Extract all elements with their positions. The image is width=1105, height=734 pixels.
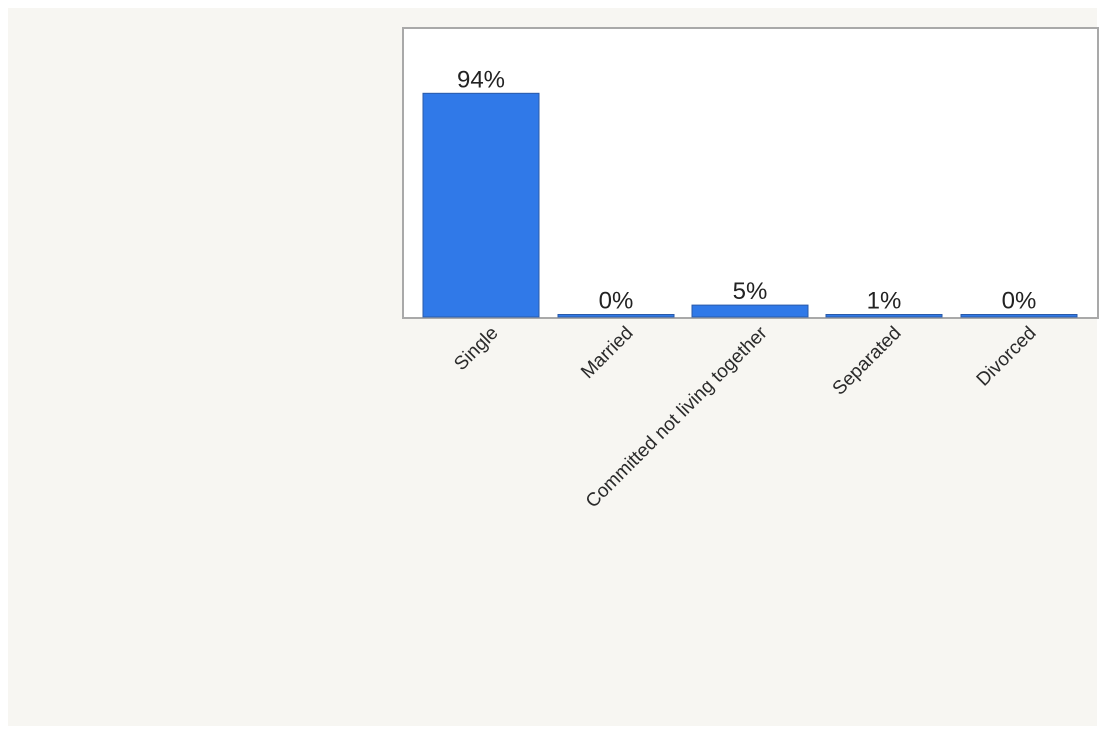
bars <box>422 92 1078 318</box>
bar-divorced <box>960 314 1078 318</box>
value-label-married: 0% <box>599 288 634 315</box>
tick-label-separated: Separated <box>829 323 906 400</box>
bar-single <box>422 92 540 318</box>
value-label-divorced: 0% <box>1002 288 1037 315</box>
bar-married <box>557 314 675 318</box>
tick-label-single: Single <box>450 323 502 375</box>
tick-label-divorced: Divorced <box>973 323 1041 391</box>
bar-committed-not-living-together <box>691 304 809 318</box>
tick-label-married: Married <box>577 323 637 383</box>
value-label-committed-not-living-together: 5% <box>733 278 768 305</box>
value-label-separated: 1% <box>867 288 902 315</box>
bar-separated <box>825 314 943 318</box>
value-label-single: 94% <box>457 66 505 93</box>
value-labels: 94% 0% 5% 1% 0% <box>457 66 1036 314</box>
